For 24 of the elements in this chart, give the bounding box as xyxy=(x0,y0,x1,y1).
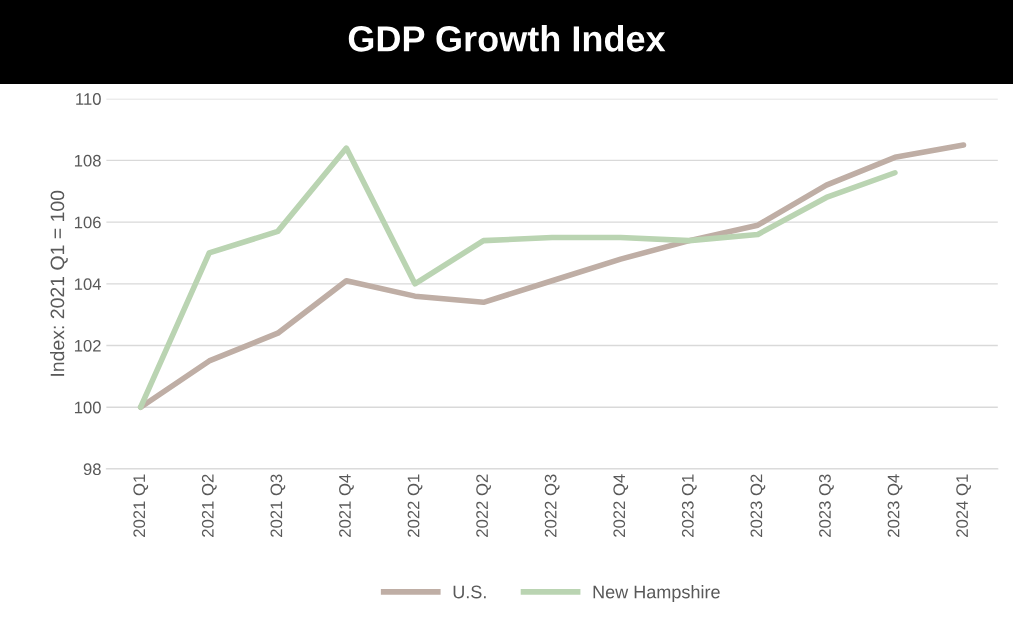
x-tick-label: 2021 Q3 xyxy=(270,474,286,537)
y-tick-label: 106 xyxy=(74,216,101,229)
y-tick-label: 102 xyxy=(74,339,101,352)
y-axis-title: Index: 2021 Q1 = 100 xyxy=(50,190,68,376)
x-tick-label: 2021 Q4 xyxy=(339,474,354,537)
legend-label: New Hampshire xyxy=(593,585,720,602)
y-tick-label: 104 xyxy=(74,278,102,291)
x-tick-label: 2022 Q4 xyxy=(613,474,629,537)
x-tick-label: 2021 Q2 xyxy=(201,474,217,537)
y-tick-label: 98 xyxy=(83,463,101,476)
y-tick-label: 108 xyxy=(74,154,101,167)
chart-title: GDP Growth Index xyxy=(348,25,666,52)
x-tick-label: 2023 Q3 xyxy=(819,474,834,537)
y-tick-label: 110 xyxy=(76,93,101,105)
x-tick-label: 2022 Q3 xyxy=(544,474,560,537)
x-tick-label: 2024 Q1 xyxy=(956,474,971,537)
x-tick-label: 2023 Q4 xyxy=(887,474,903,537)
x-tick-label: 2023 Q1 xyxy=(681,474,697,537)
x-tick-label: 2021 Q1 xyxy=(133,474,149,537)
x-tick-label: 2022 Q1 xyxy=(407,474,423,537)
x-tick-label: 2022 Q2 xyxy=(476,474,491,537)
legend-label: U.S. xyxy=(453,585,486,599)
x-tick-label: 2023 Q2 xyxy=(750,474,766,537)
y-tick-label: 100 xyxy=(74,401,101,414)
